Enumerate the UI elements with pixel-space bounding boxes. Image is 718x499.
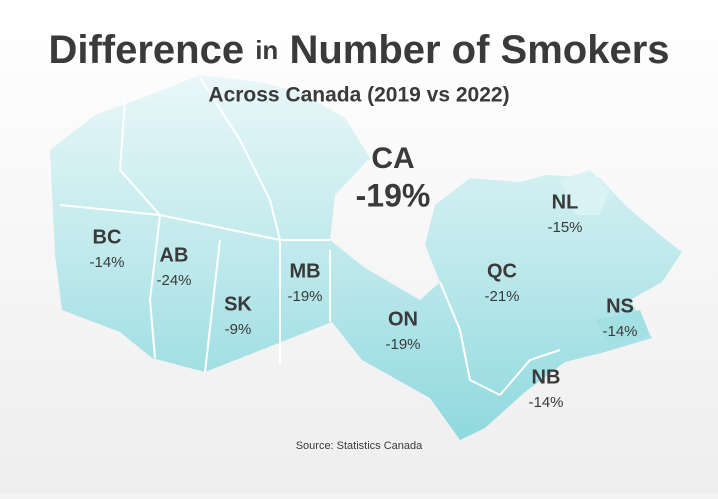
source: Source: Statistics Canada [296, 440, 423, 452]
region-value: -14% [528, 394, 563, 411]
region-value: -9% [225, 321, 252, 338]
region-code: BC [93, 226, 122, 248]
borders [59, 77, 561, 396]
map [50, 75, 682, 440]
region-code: NS [606, 295, 634, 317]
newfoundland [560, 170, 610, 215]
region-code: MB [289, 260, 320, 282]
region-value: -14% [89, 254, 124, 271]
subtitle: Across Canada (2019 vs 2022) [208, 84, 509, 107]
title-middle: in [255, 35, 278, 65]
region-code: QC [487, 260, 517, 282]
nova-scotia [595, 310, 650, 345]
region-code: ON [388, 308, 418, 330]
region-value: -15% [547, 219, 582, 236]
national-value: -19% [356, 177, 431, 213]
title: Difference in Number of Smokers [48, 28, 669, 72]
region-code: NB [532, 366, 561, 388]
title-end: Number of Smokers [289, 28, 669, 72]
title-start: Difference [48, 28, 244, 72]
region-value: -21% [484, 288, 519, 305]
region-code: NL [552, 191, 579, 213]
region-code: AB [160, 244, 189, 266]
region-value: -14% [602, 323, 637, 340]
region-value: -24% [156, 272, 191, 289]
region-value: -19% [385, 336, 420, 353]
region-code: SK [224, 293, 252, 315]
region-value: -19% [287, 288, 322, 305]
region-labels: BC -14% AB -24% SK -9% MB -19% ON -19% QC -21% NL -15… [89, 191, 637, 411]
national-code: CA [371, 142, 414, 175]
